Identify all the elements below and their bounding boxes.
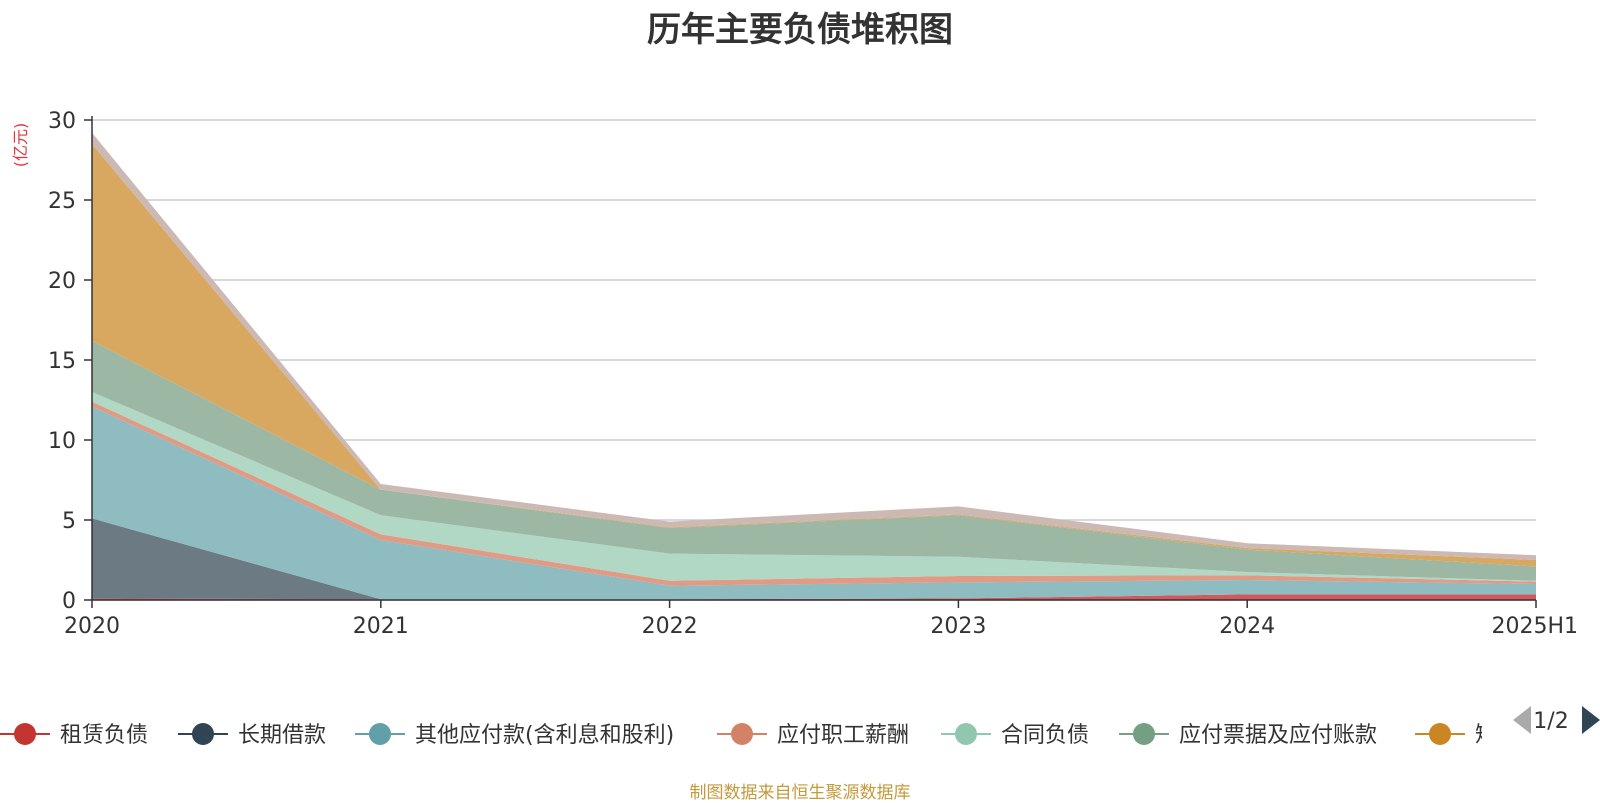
y-tick-label: 0 xyxy=(62,589,76,614)
legend-item[interactable]: 合同负债 xyxy=(941,723,1089,748)
x-tick-label: 2022 xyxy=(642,614,698,639)
legend-label: 短 xyxy=(1475,723,1497,748)
axes: 0 5 10 15 20 25 30 2020 2021 2022 2023 2024 2025H1 xyxy=(48,109,1578,639)
area-series-2 xyxy=(92,518,1536,600)
y-tick-label: 5 xyxy=(62,509,76,534)
legend-prev-arrow-icon[interactable] xyxy=(1513,706,1531,734)
y-tick-label: 15 xyxy=(48,349,76,374)
legend-label: 租赁负债 xyxy=(60,723,148,748)
y-tick-label: 10 xyxy=(48,429,76,454)
legend-label: 其他应付款(含利息和股利) xyxy=(415,723,674,748)
legend-next-arrow-icon[interactable] xyxy=(1582,706,1600,734)
legend-item[interactable]: 短 xyxy=(1415,723,1497,748)
legend-item[interactable]: 长期借款 xyxy=(178,723,326,748)
legend-item[interactable]: 应付职工薪酬 xyxy=(717,723,909,748)
legend-label: 长期借款 xyxy=(238,723,326,748)
legend-item[interactable]: 其他应付款(含利息和股利) xyxy=(355,723,674,748)
y-axis-unit-label: (亿元) xyxy=(11,123,30,168)
legend-label: 合同负债 xyxy=(1001,723,1089,748)
x-tick-label: 2024 xyxy=(1219,614,1275,639)
legend-circle-icon xyxy=(1133,723,1155,745)
legend-circle-icon xyxy=(14,723,36,745)
legend-circle-icon xyxy=(192,723,214,745)
legend[interactable]: 租赁负债 长期借款 其他应付款(含利息和股利) 应付职工薪酬 合同负债 应付票据及应付账款… xyxy=(0,723,1497,748)
y-tick-label: 20 xyxy=(48,269,76,294)
legend-label: 应付职工薪酬 xyxy=(777,723,909,748)
y-tick-label: 30 xyxy=(48,109,76,134)
legend-circle-icon xyxy=(731,723,753,745)
x-tick-label: 2021 xyxy=(353,614,409,639)
legend-pager: 1/2 xyxy=(1513,706,1600,734)
legend-circle-icon xyxy=(1429,723,1451,745)
area-series-6 xyxy=(92,340,1536,581)
chart-title: 历年主要负债堆积图 xyxy=(647,10,953,50)
x-tick-label: 2020 xyxy=(64,614,120,639)
legend-label: 应付票据及应付账款 xyxy=(1179,723,1377,748)
source-note: 制图数据来自恒生聚源数据库 xyxy=(689,783,911,803)
x-tick-label: 2023 xyxy=(930,614,986,639)
area-series-1 xyxy=(92,594,1536,600)
x-tick-label: 2025H1 xyxy=(1491,614,1578,639)
y-tick-label: 25 xyxy=(48,189,76,214)
legend-circle-icon xyxy=(369,723,391,745)
stacked-areas xyxy=(92,132,1536,600)
legend-circle-icon xyxy=(955,723,977,745)
legend-item[interactable]: 租赁负债 xyxy=(0,723,148,748)
legend-page-indicator: 1/2 xyxy=(1533,709,1568,734)
legend-item[interactable]: 应付票据及应付账款 xyxy=(1119,723,1377,748)
area-series-5 xyxy=(92,392,1536,582)
